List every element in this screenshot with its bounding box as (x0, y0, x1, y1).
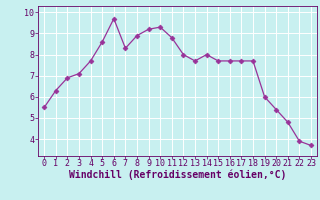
X-axis label: Windchill (Refroidissement éolien,°C): Windchill (Refroidissement éolien,°C) (69, 169, 286, 180)
